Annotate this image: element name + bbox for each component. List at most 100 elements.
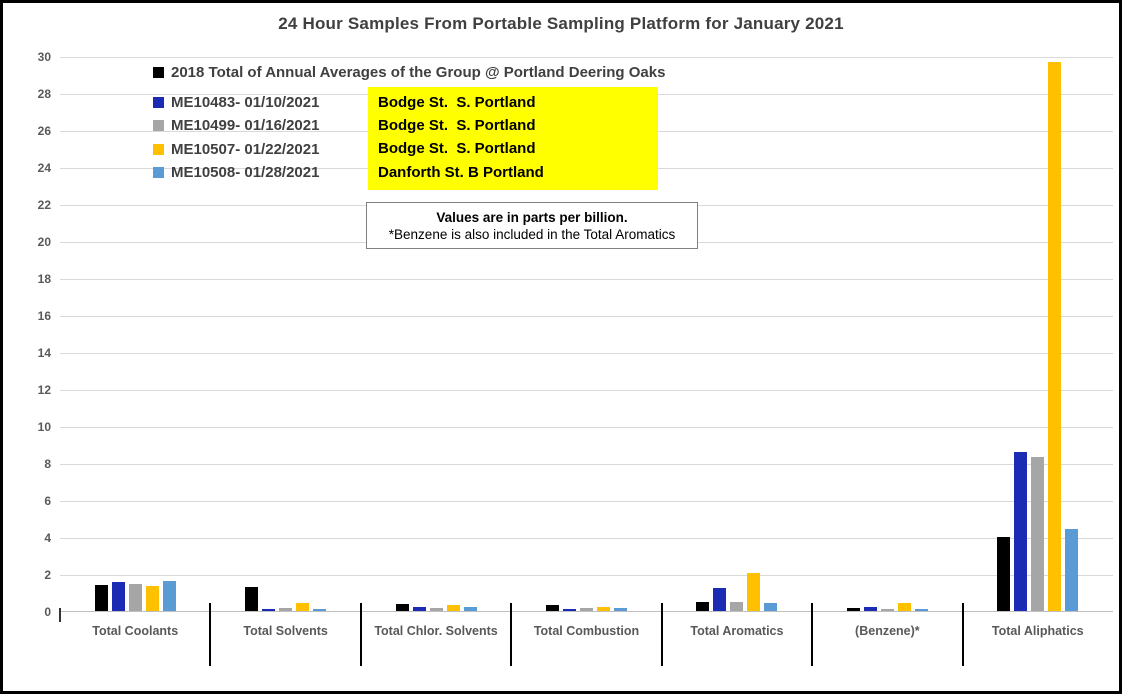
bar	[94, 585, 108, 611]
bar	[128, 584, 142, 611]
y-axis-label: 20	[37, 235, 51, 249]
bar	[463, 607, 477, 611]
gridline	[60, 57, 1113, 58]
legend-label: ME10483- 01/10/2021	[171, 94, 320, 112]
bar	[713, 587, 727, 611]
bar	[597, 607, 610, 611]
category-label: (Benzene)*	[855, 624, 920, 638]
legend-swatch-icon	[153, 97, 164, 109]
y-axis-label: 28	[37, 87, 51, 101]
category-separator	[660, 603, 663, 666]
bar	[880, 609, 894, 611]
legend-item: ME10508- 01/28/2021	[153, 161, 665, 184]
bar	[313, 609, 327, 611]
bar	[846, 608, 860, 611]
bar	[897, 602, 911, 611]
bar	[245, 586, 259, 611]
category-label: Total Chlor. Solvents	[374, 624, 498, 638]
y-axis-label: 4	[44, 531, 51, 545]
bar	[1048, 62, 1062, 611]
gridline	[60, 464, 1113, 465]
bar	[1031, 456, 1045, 611]
location-label: Bodge St. S. Portland	[378, 117, 536, 135]
category-separator	[209, 603, 212, 666]
legend-item: ME10507- 01/22/2021	[153, 138, 665, 161]
gridline	[60, 390, 1113, 391]
location-label: Bodge St. S. Portland	[378, 94, 536, 112]
bar	[279, 608, 293, 611]
category-separator	[359, 603, 362, 666]
bar	[446, 605, 460, 611]
y-axis-label: 12	[37, 383, 51, 397]
y-axis-label: 0	[44, 605, 51, 619]
bar	[145, 586, 159, 611]
legend-item: ME10483- 01/10/2021	[153, 91, 665, 114]
bar	[696, 601, 710, 611]
bar	[614, 608, 627, 611]
gridline	[60, 501, 1113, 502]
y-axis-label: 14	[37, 346, 51, 360]
y-axis-label: 18	[37, 272, 51, 286]
legend-item: 2018 Total of Annual Averages of the Gro…	[153, 61, 665, 84]
legend-label: 2018 Total of Annual Averages of the Gro…	[171, 64, 666, 82]
gridline	[60, 427, 1113, 428]
gridline	[60, 353, 1113, 354]
bar	[1014, 451, 1028, 611]
bar	[395, 603, 409, 611]
bar	[296, 602, 310, 611]
legend-swatch-icon	[153, 67, 164, 79]
gridline	[60, 575, 1113, 576]
bar	[764, 602, 778, 611]
legend-label: ME10508- 01/28/2021	[171, 163, 320, 181]
category-label: Total Combustion	[533, 624, 640, 638]
y-axis-label: 6	[44, 494, 51, 508]
bar	[546, 605, 559, 611]
bar	[429, 608, 443, 611]
y-axis-label: 30	[37, 50, 51, 64]
y-axis-label: 10	[37, 420, 51, 434]
gridline	[60, 316, 1113, 317]
axis-edge-tick	[59, 608, 61, 622]
y-axis-label: 16	[37, 309, 51, 323]
bar	[730, 601, 744, 611]
category-separator	[961, 603, 964, 666]
legend-swatch-icon	[153, 120, 164, 132]
y-axis-label: 24	[37, 161, 51, 175]
bar	[111, 582, 125, 611]
y-axis-label: 22	[37, 198, 51, 212]
bar	[747, 573, 761, 611]
note-benzene-text: *Benzene is also included in the Total A…	[388, 227, 676, 242]
y-axis-label: 26	[37, 124, 51, 138]
bar	[412, 607, 426, 611]
bar	[580, 608, 593, 611]
category-label: Total Aliphatics	[991, 624, 1084, 638]
locations-highlight-box: Bodge St. S. Portland Bodge St. S. Portla…	[368, 87, 658, 190]
gridline	[60, 279, 1113, 280]
chart-title: 24 Hour Samples From Portable Sampling P…	[278, 14, 844, 33]
bar	[563, 609, 576, 611]
note-box: Values are in parts per billion. *Benzen…	[366, 202, 698, 249]
legend: 2018 Total of Annual Averages of the Gro…	[153, 61, 665, 184]
location-label: Danforth St. B Portland	[378, 163, 544, 181]
bar	[914, 609, 928, 611]
legend-item: ME10499- 01/16/2021	[153, 114, 665, 137]
y-axis-label: 8	[44, 457, 51, 471]
legend-swatch-icon	[153, 166, 164, 178]
legend-label: ME10499- 01/16/2021	[171, 117, 320, 135]
bar	[162, 581, 176, 611]
x-axis-line	[60, 611, 1113, 612]
bar	[262, 609, 276, 611]
note-units-text: Values are in parts per billion.	[436, 210, 628, 225]
legend-swatch-icon	[153, 143, 164, 155]
location-label: Bodge St. S. Portland	[378, 140, 536, 158]
category-separator	[811, 603, 814, 666]
category-separator	[510, 603, 513, 666]
category-label: Total Aromatics	[690, 624, 784, 638]
category-label: Total Solvents	[243, 624, 328, 638]
bar	[863, 607, 877, 611]
category-label: Total Coolants	[92, 624, 179, 638]
bar	[1065, 528, 1079, 611]
bar	[997, 537, 1011, 611]
legend-label: ME10507- 01/22/2021	[171, 140, 320, 158]
